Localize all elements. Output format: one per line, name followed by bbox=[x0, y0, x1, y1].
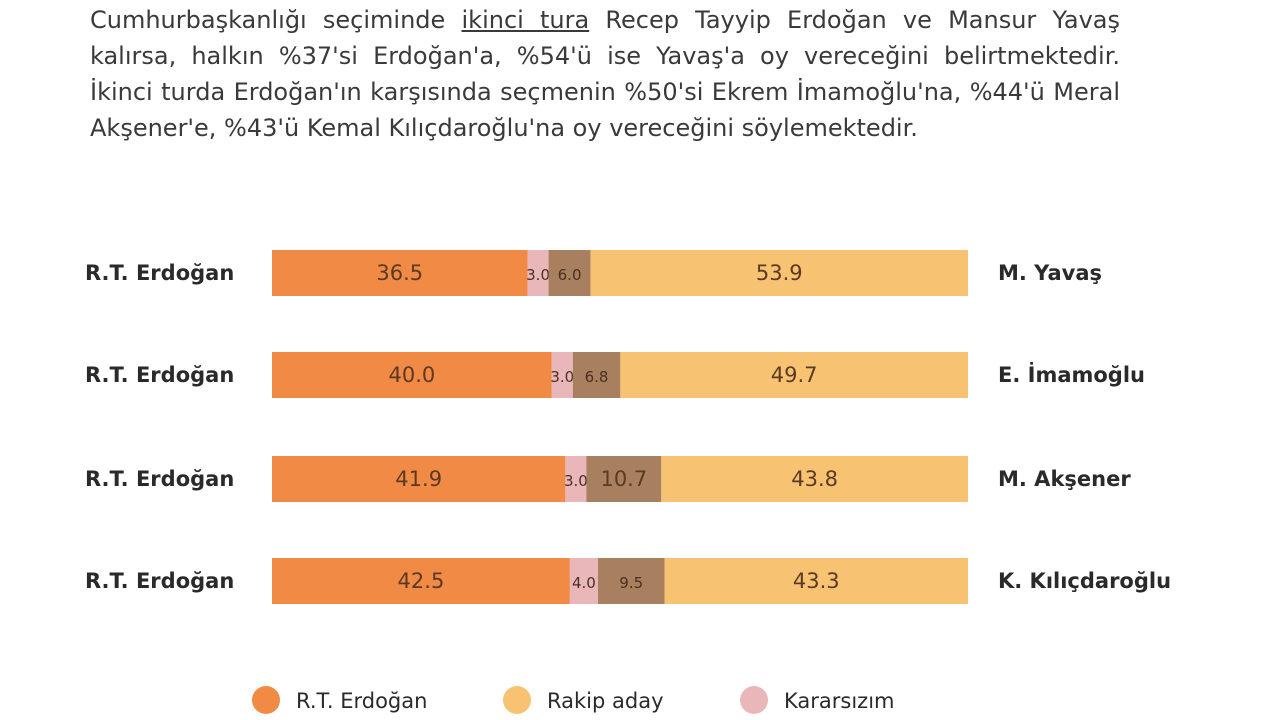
value-label-2-1: 40.0 bbox=[389, 363, 436, 387]
bar-segment-1-3 bbox=[548, 250, 591, 296]
bar-segment-3-1 bbox=[272, 456, 566, 502]
bar-segment-3-3 bbox=[586, 456, 662, 502]
value-label-1-3: 6.0 bbox=[558, 266, 582, 284]
row-right-label-2: E. İmamoğlu bbox=[998, 362, 1145, 387]
bar-segment-1-2 bbox=[527, 250, 549, 296]
value-label-1-2: 3.0 bbox=[526, 266, 550, 284]
legend-swatch-1 bbox=[252, 686, 280, 714]
bar-segment-4-1 bbox=[272, 558, 570, 604]
row-left-label-3: R.T. Erdoğan bbox=[85, 467, 234, 491]
intro-text-end: Recep Tayyip Erdoğan ve Mansur Yavaş kal… bbox=[90, 6, 1120, 142]
bar-segment-2-3 bbox=[572, 352, 621, 398]
bar-segment-2-4 bbox=[620, 352, 968, 398]
value-label-4-1: 42.5 bbox=[398, 569, 445, 593]
bar-segment-2-1 bbox=[272, 352, 552, 398]
value-label-2-2: 3.0 bbox=[550, 368, 574, 386]
bar-segment-3-4 bbox=[661, 456, 968, 502]
legend-label-1: R.T. Erdoğan bbox=[296, 689, 427, 713]
legend-swatch-2 bbox=[503, 686, 531, 714]
intro-paragraph: Cumhurbaşkanlığı seçiminde ikinci tura R… bbox=[90, 2, 1120, 146]
value-label-3-3: 10.7 bbox=[600, 467, 647, 491]
legend-label-3: Kararsızım bbox=[784, 689, 895, 713]
intro-text-start: Cumhurbaşkanlığı seçiminde bbox=[90, 6, 462, 34]
value-label-4-4: 43.3 bbox=[793, 569, 840, 593]
bar-segment-4-3 bbox=[597, 558, 665, 604]
bar-segment-4-2 bbox=[569, 558, 598, 604]
row-left-label-4: R.T. Erdoğan bbox=[85, 569, 234, 593]
value-label-1-1: 36.5 bbox=[376, 261, 423, 285]
row-right-label-4: K. Kılıçdaroğlu bbox=[998, 569, 1171, 593]
legend-label-2: Rakip aday bbox=[547, 689, 664, 713]
bar-segment-2-2 bbox=[551, 352, 573, 398]
bar-segment-3-2 bbox=[565, 456, 587, 502]
bar-segment-1-1 bbox=[272, 250, 528, 296]
value-label-4-2: 4.0 bbox=[572, 574, 596, 592]
value-label-2-3: 6.8 bbox=[585, 368, 609, 386]
bar-segment-1-4 bbox=[590, 250, 968, 296]
value-label-4-3: 9.5 bbox=[619, 574, 643, 592]
value-label-2-4: 49.7 bbox=[771, 363, 818, 387]
intro-link[interactable]: ikinci tura bbox=[461, 6, 590, 34]
value-label-1-4: 53.9 bbox=[756, 261, 803, 285]
value-label-3-4: 43.8 bbox=[791, 467, 838, 491]
value-label-3-1: 41.9 bbox=[395, 467, 442, 491]
value-label-3-2: 3.0 bbox=[564, 472, 588, 490]
row-right-label-1: M. Yavaş bbox=[998, 261, 1102, 285]
row-left-label-1: R.T. Erdoğan bbox=[85, 261, 234, 285]
legend-swatch-3 bbox=[740, 686, 768, 714]
bar-segment-4-4 bbox=[664, 558, 968, 604]
row-right-label-3: M. Akşener bbox=[998, 467, 1131, 491]
row-left-label-2: R.T. Erdoğan bbox=[85, 363, 234, 387]
